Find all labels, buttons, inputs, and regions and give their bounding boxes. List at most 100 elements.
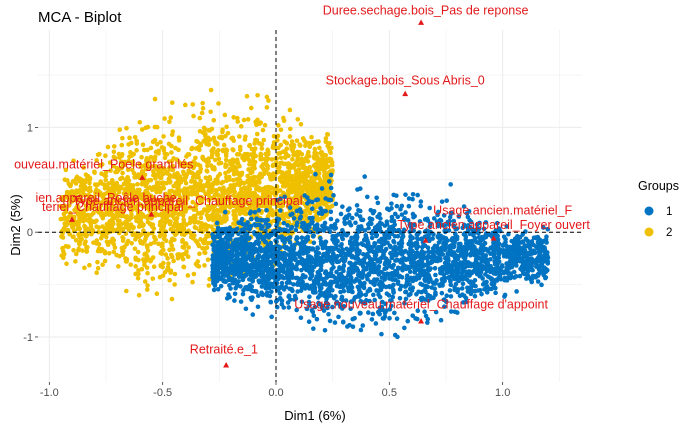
point-group-1 [327, 318, 333, 324]
point-group-1 [260, 224, 265, 229]
point-group-2 [237, 176, 242, 182]
point-group-2 [230, 147, 236, 152]
point-group-2 [124, 125, 129, 131]
point-group-2 [101, 198, 106, 204]
point-group-2 [323, 139, 329, 145]
point-group-1 [249, 297, 254, 303]
point-group-1 [435, 250, 441, 256]
point-group-2 [111, 249, 117, 255]
point-group-2 [151, 172, 156, 178]
point-group-1 [451, 218, 457, 224]
point-group-1 [352, 278, 358, 284]
point-group-1 [407, 269, 413, 275]
point-group-1 [433, 309, 439, 315]
point-group-2 [168, 227, 174, 232]
point-group-1 [439, 265, 445, 271]
point-group-2 [230, 183, 236, 189]
point-group-2 [303, 208, 308, 214]
point-group-2 [317, 145, 322, 151]
point-group-1 [472, 277, 478, 283]
point-group-2 [202, 263, 207, 268]
point-group-1 [368, 207, 374, 213]
point-group-1 [210, 232, 215, 237]
point-group-1 [386, 293, 392, 298]
point-group-2 [231, 138, 237, 144]
point-group-1 [406, 203, 412, 209]
point-group-2 [122, 196, 128, 202]
point-group-1 [428, 277, 433, 282]
point-group-2 [206, 217, 211, 222]
point-group-2 [203, 175, 209, 181]
point-group-1 [458, 260, 463, 265]
point-group-1 [336, 247, 341, 253]
point-group-2 [176, 184, 181, 190]
point-group-2 [222, 201, 228, 207]
point-group-1 [382, 239, 388, 244]
point-group-2 [204, 159, 209, 165]
point-group-2 [193, 155, 198, 161]
point-group-1 [334, 269, 339, 275]
point-group-2 [157, 219, 163, 225]
point-group-1 [383, 246, 389, 252]
point-group-2 [245, 156, 250, 161]
point-group-2 [200, 245, 205, 251]
point-group-2 [284, 170, 290, 176]
point-group-2 [221, 142, 227, 148]
point-group-2 [76, 189, 82, 195]
point-group-2 [268, 208, 273, 214]
point-group-2 [158, 263, 164, 269]
point-group-2 [97, 163, 103, 168]
point-group-1 [318, 239, 324, 244]
point-group-2 [254, 131, 260, 137]
point-group-2 [194, 139, 199, 144]
point-group-1 [343, 298, 349, 303]
point-group-2 [191, 271, 197, 277]
point-group-2 [125, 201, 131, 207]
point-group-2 [164, 215, 169, 221]
point-group-1 [401, 249, 407, 255]
point-group-2 [299, 159, 304, 165]
point-group-1 [384, 265, 389, 271]
point-group-2 [73, 259, 78, 264]
point-group-1 [390, 294, 396, 300]
point-group-2 [145, 185, 151, 191]
point-group-2 [123, 256, 128, 261]
point-group-2 [208, 109, 213, 115]
point-group-1 [282, 240, 287, 245]
point-group-2 [135, 215, 141, 221]
point-group-1 [232, 298, 237, 303]
point-group-2 [91, 240, 96, 245]
point-group-1 [378, 279, 384, 285]
point-group-2 [72, 207, 77, 213]
point-group-2 [171, 224, 176, 229]
point-group-2 [64, 219, 70, 224]
point-group-2 [235, 203, 240, 208]
point-group-2 [203, 191, 208, 197]
point-group-1 [493, 290, 498, 296]
point-group-2 [250, 191, 255, 196]
point-group-1 [515, 237, 521, 243]
point-group-2 [215, 152, 220, 158]
point-group-2 [197, 169, 203, 175]
point-group-1 [313, 197, 319, 203]
point-group-2 [71, 158, 76, 164]
point-group-2 [216, 101, 221, 106]
point-group-1 [255, 304, 261, 310]
point-group-1 [304, 306, 310, 312]
point-group-2 [255, 121, 261, 126]
point-group-2 [123, 178, 129, 183]
point-group-2 [125, 192, 130, 198]
point-group-1 [307, 303, 312, 308]
point-group-1 [402, 216, 407, 221]
point-group-2 [241, 201, 246, 207]
point-group-2 [102, 258, 108, 264]
point-group-1 [435, 212, 440, 218]
point-group-1 [446, 228, 452, 233]
point-group-2 [135, 191, 141, 197]
point-group-2 [144, 287, 150, 292]
point-group-2 [133, 237, 138, 242]
point-group-1 [259, 284, 265, 289]
point-group-1 [375, 200, 381, 206]
point-group-2 [183, 199, 189, 204]
point-group-2 [310, 186, 316, 192]
